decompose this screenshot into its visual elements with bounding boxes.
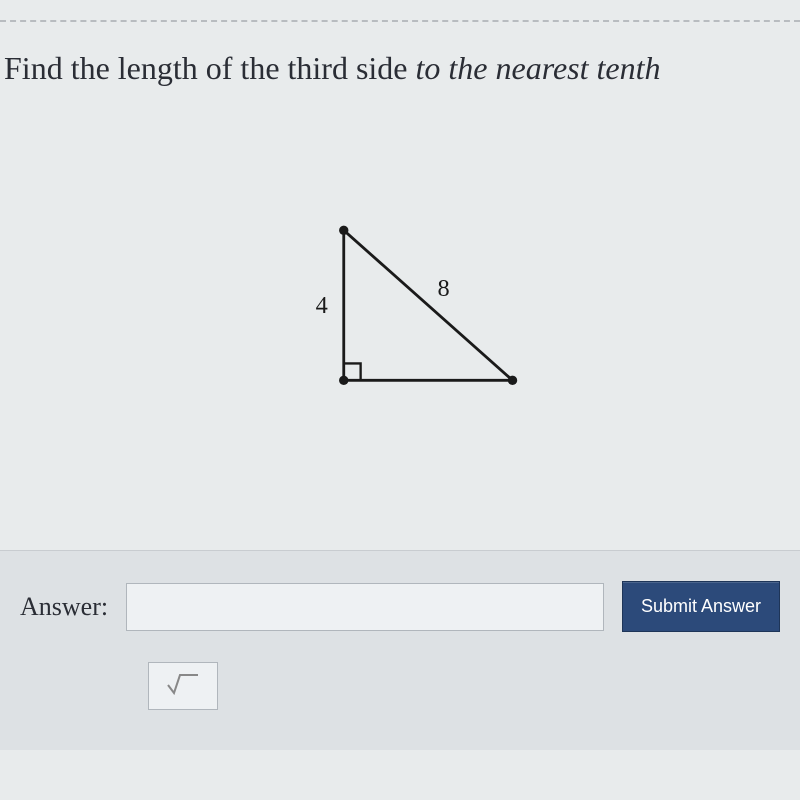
question-text: Find the length of the third side to the…: [0, 50, 660, 87]
answer-label: Answer:: [20, 592, 108, 622]
submit-button[interactable]: Submit Answer: [622, 581, 780, 632]
triangle-diagram: 4 8: [0, 180, 800, 440]
question-italic: to the nearest tenth: [416, 50, 661, 86]
leg-label: 4: [316, 292, 328, 319]
sqrt-button[interactable]: [148, 662, 218, 710]
sqrt-icon: [166, 671, 200, 702]
answer-panel: Answer: Submit Answer: [0, 550, 800, 750]
vertex-top: [339, 226, 348, 235]
vertex-bottom-left: [339, 376, 348, 385]
question-prefix: Find the length of the third side: [4, 50, 416, 86]
vertex-bottom-right: [508, 376, 517, 385]
hypotenuse-label: 8: [438, 275, 450, 302]
triangle-shape: [344, 230, 513, 380]
divider: [0, 20, 800, 22]
triangle-svg: 4 8: [250, 200, 550, 420]
answer-row: Answer: Submit Answer: [20, 581, 780, 632]
answer-input[interactable]: [126, 583, 604, 631]
